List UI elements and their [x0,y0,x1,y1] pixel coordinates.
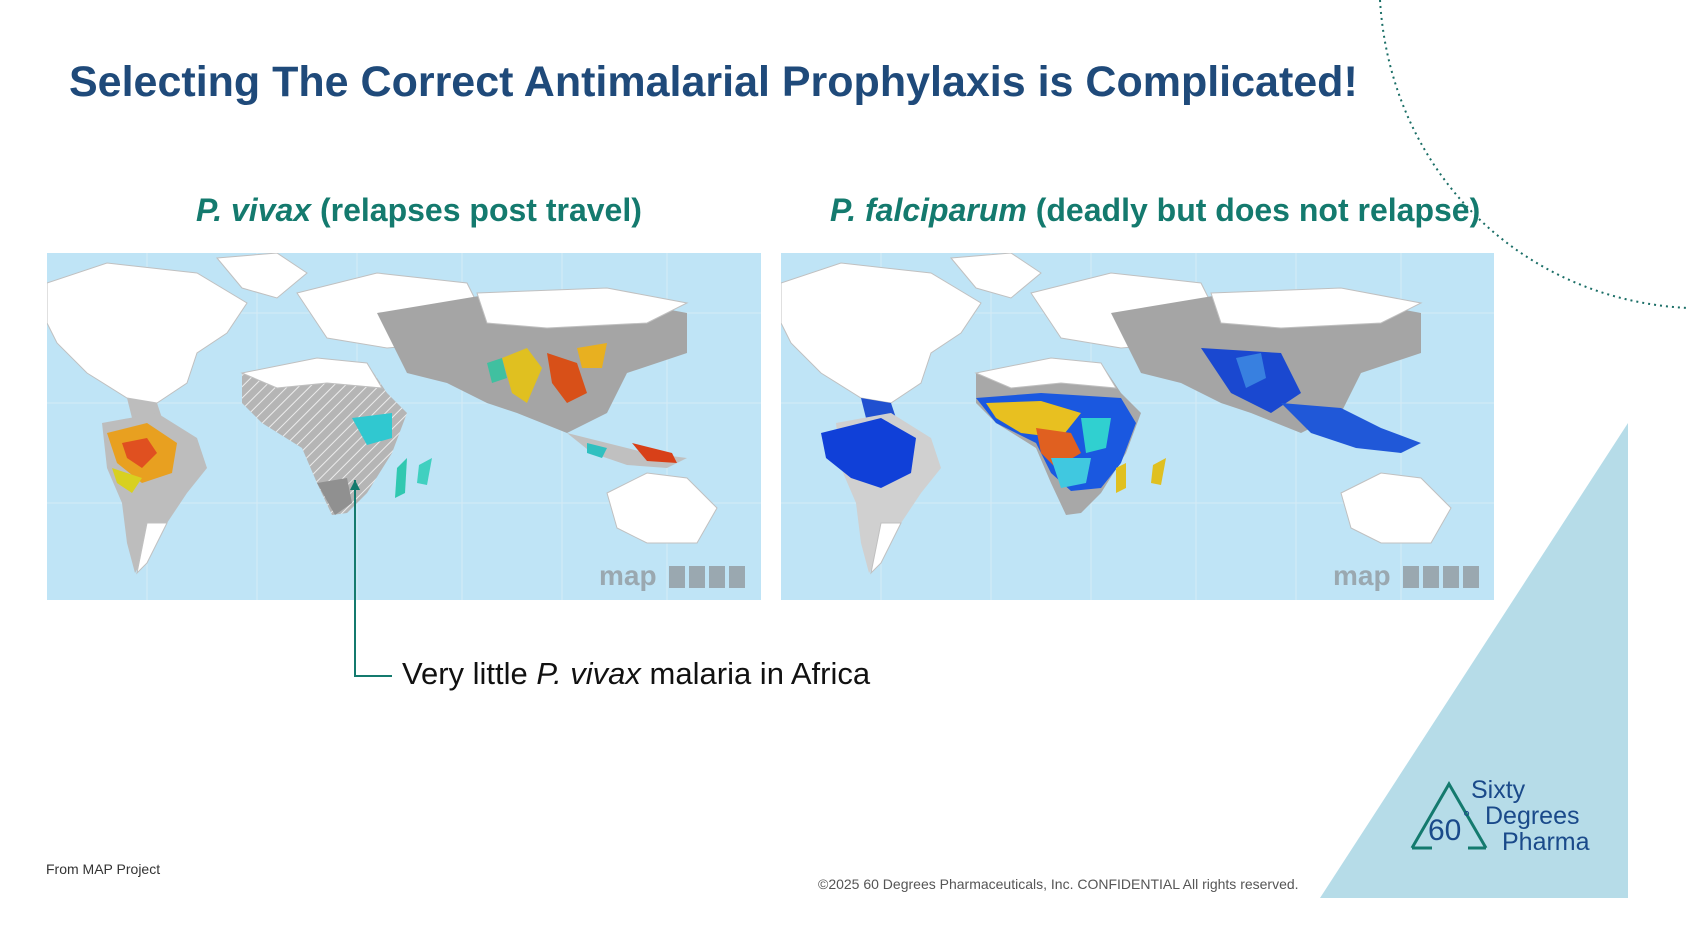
annotation-prefix: Very little [402,656,537,691]
africa-annotation: Very little P. vivax malaria in Africa [402,656,870,692]
map-watermark: map [599,560,657,591]
map-vivax: map [47,253,761,600]
annotation-suffix: malaria in Africa [640,656,871,691]
annotation-species: P. vivax [536,656,641,691]
logo-wordmark: Sixty Degrees Pharma [1471,777,1590,855]
map-title-vivax: P. vivax (relapses post travel) [196,192,642,229]
species-description: (relapses post travel) [311,192,642,228]
map-falciparum: map [781,253,1494,600]
species-description: (deadly but does not relapse) [1026,192,1481,228]
slide-title: Selecting The Correct Antimalarial Proph… [69,58,1358,106]
decorative-triangle [1320,423,1628,898]
copyright-notice: ©2025 60 Degrees Pharmaceuticals, Inc. C… [818,876,1299,892]
logo-mark: 60 [1428,814,1461,847]
logo-line-1: Sixty [1471,776,1526,804]
map-watermark: map [1333,560,1391,591]
logo-line-3: Pharma [1502,828,1590,856]
logo-degree: ° [1463,808,1470,828]
logo-triangle-icon: 60 ° [1410,781,1488,850]
species-name: P. vivax [196,192,312,228]
species-name: P. falciparum [830,192,1027,228]
logo-line-2: Degrees [1485,802,1580,830]
callout-line [350,480,392,677]
source-note: From MAP Project [46,861,161,877]
map-title-falciparum: P. falciparum (deadly but does not relap… [830,192,1480,229]
